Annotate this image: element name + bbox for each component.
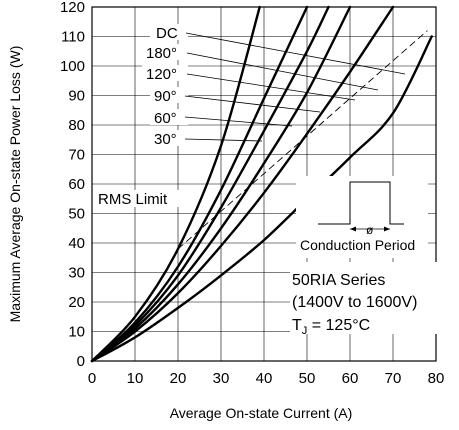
leader-60 (184, 116, 293, 127)
conduction-period-label: Conduction Period (300, 237, 415, 253)
curve-2 (90, 5, 330, 363)
y-tick-90: 90 (68, 88, 85, 105)
label-60: 60° (154, 110, 177, 127)
x-axis-label: Average On-state Current (A) (170, 405, 353, 421)
label-dc: DC (156, 25, 178, 42)
phi-symbol: ø (366, 223, 374, 237)
x-tick-80: 80 (428, 370, 445, 387)
tj-label: TJ = 125°C (292, 317, 370, 337)
y-tick-20: 20 (68, 294, 85, 311)
y-tick-50: 50 (68, 206, 85, 223)
x-tick-30: 30 (213, 370, 230, 387)
conduction-inset: ø Conduction Period (296, 176, 428, 258)
series-name: 50RIA Series (292, 272, 385, 289)
label-90: 90° (154, 88, 177, 105)
x-tick-60: 60 (342, 370, 359, 387)
x-tick-10: 10 (127, 370, 144, 387)
y-tick-60: 60 (68, 176, 85, 193)
x-tick-50: 50 (299, 370, 316, 387)
plot-frame (91, 6, 437, 362)
series-labels: DC 180° 120° 90° 60° 30° (142, 24, 406, 148)
y-axis-label: Maximum Average On-state Power Loss (W) (7, 46, 23, 323)
leader-dc (185, 32, 406, 75)
conduction-waveform (318, 181, 404, 225)
x-tick-40: 40 (256, 370, 273, 387)
y-tick-30: 30 (68, 265, 85, 282)
x-tick-20: 20 (170, 370, 187, 387)
y-tick-labels: 0 10 20 30 40 50 60 70 80 90 100 110 120 (60, 0, 85, 370)
y-tick-120: 120 (60, 0, 85, 16)
arrow-left-head (350, 226, 356, 232)
x-tick-0: 0 (88, 370, 96, 387)
x-tick-labels: 0 10 20 30 40 50 60 70 80 (88, 370, 445, 387)
y-tick-80: 80 (68, 117, 85, 134)
curve-0 (90, 5, 261, 363)
y-tick-110: 110 (61, 29, 85, 46)
y-tick-70: 70 (68, 147, 85, 164)
arrow-right-head (384, 226, 390, 232)
label-30: 30° (154, 131, 177, 148)
curve-5 (90, 35, 433, 363)
leader-30 (184, 138, 263, 142)
leader-180 (186, 52, 379, 91)
label-120: 120° (146, 66, 177, 83)
rms-limit-label: RMS Limit (98, 191, 168, 208)
curve-4 (90, 5, 395, 363)
y-tick-0: 0 (77, 353, 85, 370)
voltage-range: (1400V to 1600V) (292, 294, 417, 311)
x-tick-70: 70 (385, 370, 402, 387)
leader-90 (184, 95, 321, 113)
leader-120 (186, 73, 356, 101)
curve-1 (90, 5, 309, 363)
label-180: 180° (146, 45, 177, 62)
y-tick-40: 40 (68, 235, 85, 252)
y-tick-100: 100 (60, 58, 85, 75)
y-tick-10: 10 (68, 324, 85, 341)
